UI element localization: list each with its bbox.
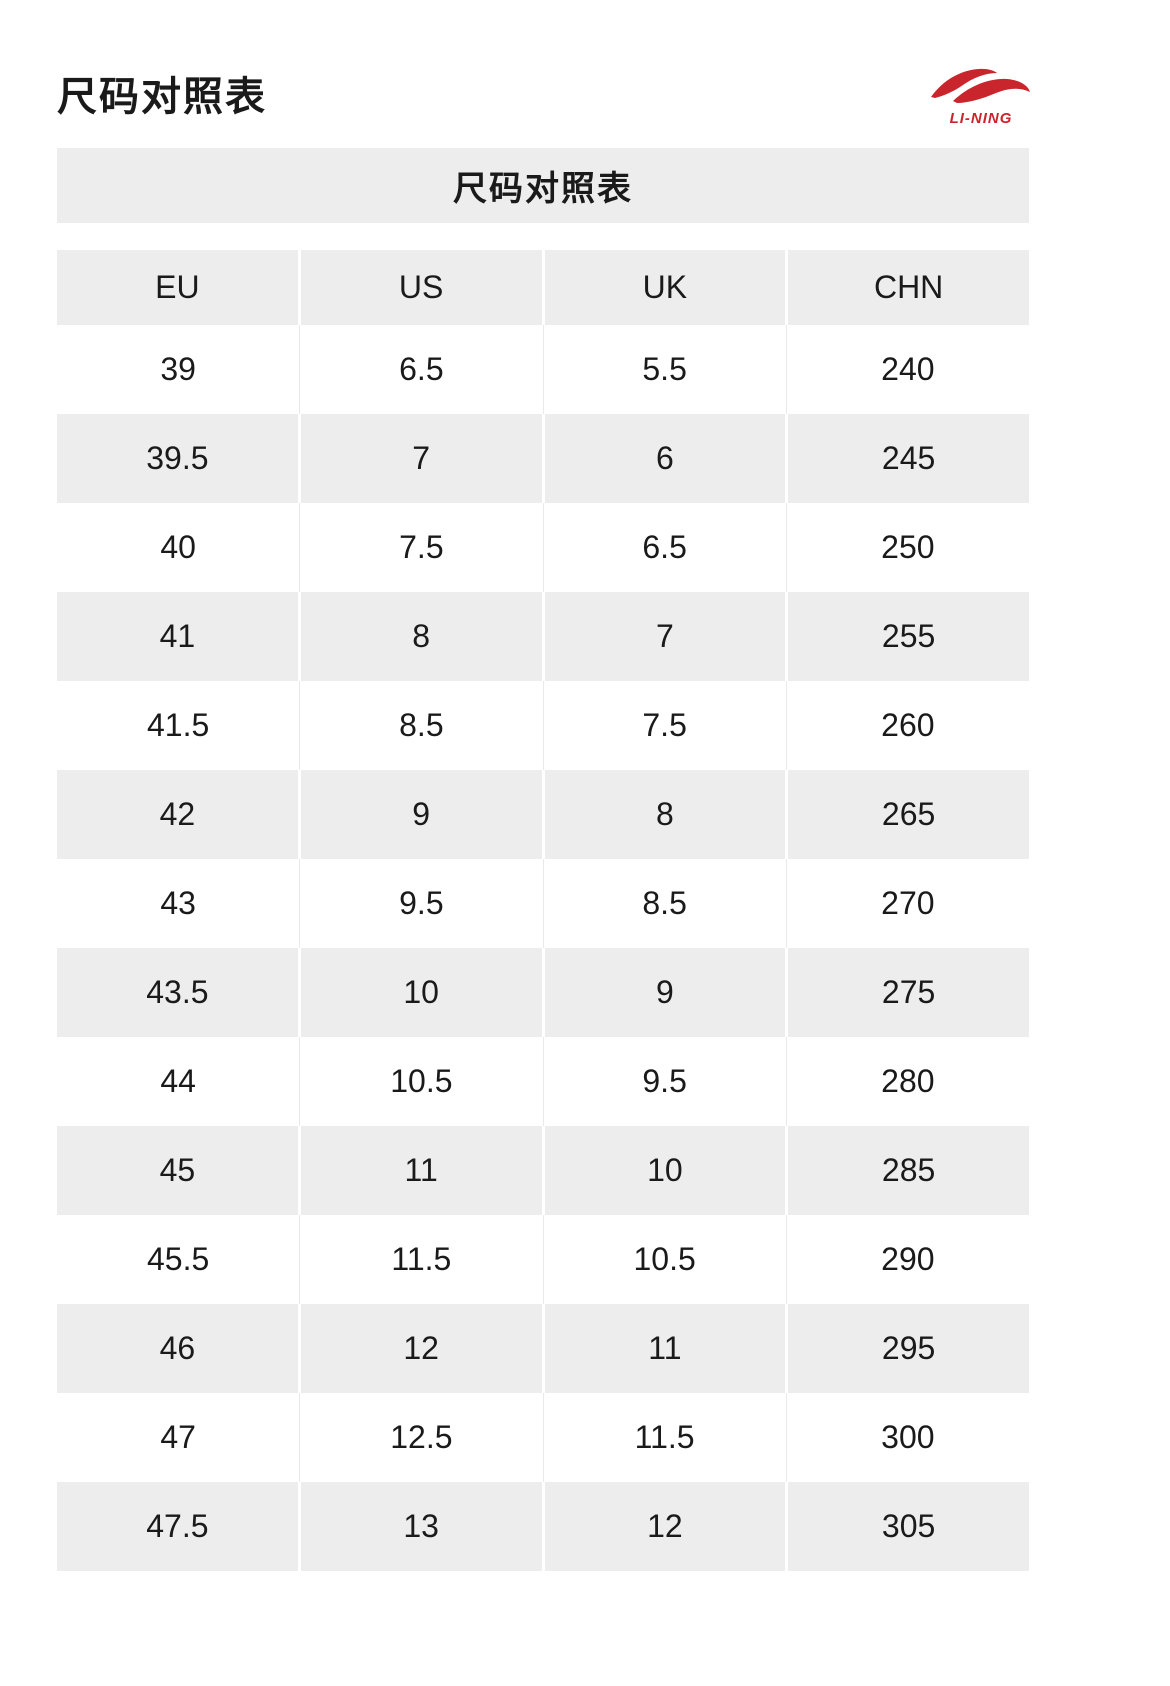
size-cell: 9 bbox=[301, 770, 545, 859]
size-cell: 245 bbox=[881, 440, 936, 476]
size-cell: 12 bbox=[545, 1482, 789, 1571]
column-header-uk: UK bbox=[545, 250, 789, 325]
size-cell: 5.5 bbox=[544, 325, 787, 414]
size-table: 尺码对照表 EU US UK CHN 39 6.5 5.5 240 39.5 7 6 245 4… bbox=[57, 148, 1029, 1571]
table-header-row: EU US UK CHN bbox=[57, 250, 1029, 325]
column-header-us: US bbox=[301, 250, 545, 325]
size-cell: 8 bbox=[545, 770, 789, 859]
size-cell: 43 bbox=[57, 859, 301, 948]
size-cell: 12 bbox=[301, 1304, 545, 1393]
size-cell: 240 bbox=[881, 351, 935, 387]
size-cell: 41 bbox=[57, 592, 301, 681]
size-cell: 9.5 bbox=[544, 1037, 787, 1126]
size-cell: 42 bbox=[57, 770, 301, 859]
size-cell: 295 bbox=[881, 1330, 936, 1366]
size-cell: 39.5 bbox=[57, 414, 301, 503]
table-row: 45.5 11.5 10.5 290 bbox=[57, 1215, 1029, 1304]
size-cell: 11 bbox=[301, 1126, 545, 1215]
table-row: 46 12 11 295 bbox=[57, 1304, 1029, 1393]
size-cell: 7.5 bbox=[544, 681, 787, 770]
size-cell: 7 bbox=[545, 592, 789, 681]
size-cell: 13 bbox=[301, 1482, 545, 1571]
size-cell: 43.5 bbox=[57, 948, 301, 1037]
size-cell: 275 bbox=[881, 974, 936, 1010]
size-cell: 46 bbox=[57, 1304, 301, 1393]
lining-logo: LI-NING bbox=[925, 66, 1037, 128]
size-cell: 44 bbox=[57, 1037, 301, 1126]
size-cell: 39 bbox=[57, 325, 301, 414]
size-cell: 10.5 bbox=[544, 1215, 787, 1304]
size-cell: 270 bbox=[881, 885, 935, 921]
size-cell: 9.5 bbox=[300, 859, 544, 948]
size-cell: 10 bbox=[301, 948, 545, 1037]
column-header-chn: CHN bbox=[873, 269, 944, 305]
size-cell: 45.5 bbox=[57, 1215, 301, 1304]
size-cell: 47.5 bbox=[57, 1482, 301, 1571]
table-row: 44 10.5 9.5 280 bbox=[57, 1037, 1029, 1126]
size-cell: 9 bbox=[545, 948, 789, 1037]
size-cell: 7 bbox=[301, 414, 545, 503]
lining-swoosh-icon: LI-NING bbox=[931, 68, 1030, 127]
table-row: 42 9 8 265 bbox=[57, 770, 1029, 859]
table-row: 39 6.5 5.5 240 bbox=[57, 325, 1029, 414]
size-cell: 300 bbox=[881, 1419, 935, 1455]
column-header-eu: EU bbox=[57, 250, 301, 325]
size-cell: 10 bbox=[545, 1126, 789, 1215]
size-cell: 285 bbox=[881, 1152, 936, 1188]
table-row: 40 7.5 6.5 250 bbox=[57, 503, 1029, 592]
size-cell: 8.5 bbox=[300, 681, 544, 770]
size-chart-page: 尺码对照表 LI-NING 尺码对照表 EU US UK CHN 39 6.5 5.… bbox=[0, 0, 1170, 1571]
table-row: 41.5 8.5 7.5 260 bbox=[57, 681, 1029, 770]
size-cell: 6.5 bbox=[544, 503, 787, 592]
table-row: 43.5 10 9 275 bbox=[57, 948, 1029, 1037]
size-cell: 11.5 bbox=[300, 1215, 544, 1304]
table-row: 43 9.5 8.5 270 bbox=[57, 859, 1029, 948]
size-cell: 280 bbox=[881, 1063, 935, 1099]
size-cell: 260 bbox=[881, 707, 935, 743]
size-cell: 10.5 bbox=[300, 1037, 544, 1126]
table-row: 45 11 10 285 bbox=[57, 1126, 1029, 1215]
size-cell: 265 bbox=[881, 796, 936, 832]
size-table-body: 39 6.5 5.5 240 39.5 7 6 245 40 7.5 6.5 250 41 8 7 255 41… bbox=[57, 325, 1029, 1571]
table-row: 47.5 13 12 305 bbox=[57, 1482, 1029, 1571]
size-cell: 41.5 bbox=[57, 681, 301, 770]
size-cell: 7.5 bbox=[300, 503, 544, 592]
size-cell: 305 bbox=[881, 1508, 936, 1544]
size-cell: 8.5 bbox=[544, 859, 787, 948]
size-cell: 250 bbox=[881, 529, 935, 565]
table-title: 尺码对照表 bbox=[57, 148, 1029, 223]
table-row: 39.5 7 6 245 bbox=[57, 414, 1029, 503]
brand-wordmark: LI-NING bbox=[950, 110, 1013, 127]
table-row: 41 8 7 255 bbox=[57, 592, 1029, 681]
size-cell: 6 bbox=[545, 414, 789, 503]
page-header: 尺码对照表 LI-NING bbox=[0, 0, 1170, 148]
size-cell: 8 bbox=[301, 592, 545, 681]
size-cell: 11.5 bbox=[544, 1393, 787, 1482]
page-title: 尺码对照表 bbox=[57, 75, 267, 119]
size-cell: 47 bbox=[57, 1393, 301, 1482]
size-cell: 11 bbox=[545, 1304, 789, 1393]
size-cell: 290 bbox=[881, 1241, 935, 1277]
table-row: 47 12.5 11.5 300 bbox=[57, 1393, 1029, 1482]
size-cell: 6.5 bbox=[300, 325, 544, 414]
size-cell: 40 bbox=[57, 503, 301, 592]
size-cell: 12.5 bbox=[300, 1393, 544, 1482]
size-cell: 255 bbox=[881, 618, 936, 654]
size-cell: 45 bbox=[57, 1126, 301, 1215]
